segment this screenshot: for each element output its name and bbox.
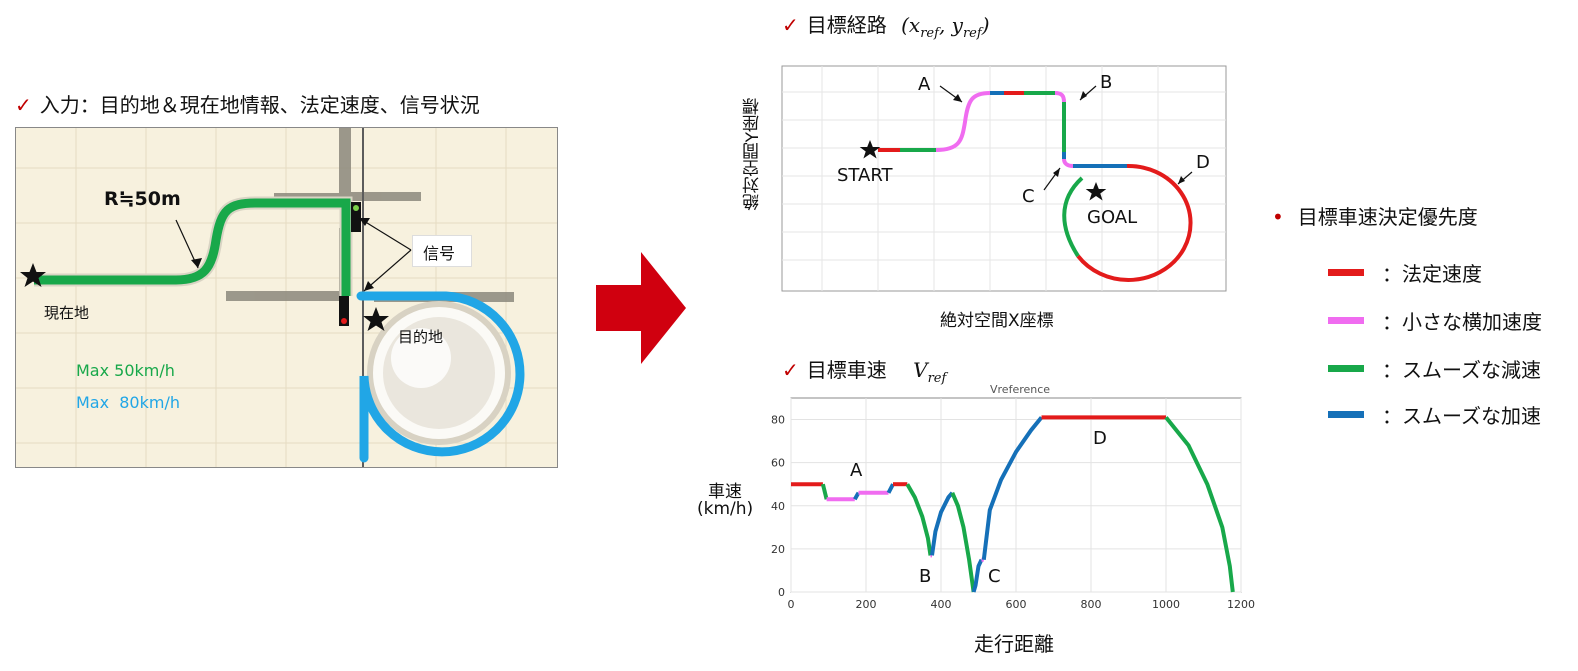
- route-marker-d: D: [1196, 152, 1210, 173]
- x-tick-label: 800: [1081, 598, 1102, 611]
- start-label: START: [837, 165, 893, 186]
- series-segment: [971, 558, 984, 593]
- speed-chart-title: Vreference: [990, 383, 1051, 396]
- legend-swatch: [1328, 365, 1364, 372]
- route-plot: [781, 65, 1227, 292]
- x-tick-label: 400: [931, 598, 952, 611]
- x-tick-label: 1000: [1152, 598, 1180, 611]
- bullet-icon: •: [1272, 205, 1284, 229]
- x-tick-label: 1200: [1227, 598, 1255, 611]
- legend-label: ：スムーズな減速: [1382, 358, 1541, 382]
- legend-swatch: [1328, 411, 1364, 418]
- route-heading: ✓ 目標経路 (xref, yref): [782, 13, 990, 41]
- legend-label: ：法定速度: [1382, 262, 1482, 286]
- y-tick-label: 0: [778, 586, 785, 599]
- route-heading-text: 目標経路: [806, 13, 887, 37]
- y-tick-label: 20: [771, 543, 785, 556]
- route-marker-b: B: [1100, 72, 1113, 93]
- goal-label: GOAL: [1087, 207, 1138, 228]
- route-xlabel: 絶対空間X座標: [940, 311, 1054, 331]
- check-icon: ✓: [15, 93, 32, 117]
- input-heading: ✓ 入力：目的地＆現在地情報、法定速度、信号状況: [15, 89, 480, 118]
- speed-xlabel: 走行距離: [974, 632, 1054, 656]
- destination-label: 目的地: [398, 328, 444, 346]
- legend-swatch: [1328, 317, 1364, 324]
- route-ylabel: 絶対空間Y座標: [743, 98, 763, 211]
- series-segment: [1164, 416, 1235, 593]
- series-segment: [981, 416, 1044, 560]
- x-tick-label: 200: [856, 598, 877, 611]
- legend-label: ：小さな横加速度: [1382, 310, 1542, 334]
- series-segment: [905, 483, 933, 556]
- speed-heading-math: Vref: [913, 358, 947, 386]
- series-segment: [820, 483, 829, 500]
- legend-swatch: [1328, 269, 1364, 276]
- max-speed-blue: Max 80km/h: [76, 393, 180, 412]
- speed-heading-text: 目標車速: [806, 358, 887, 382]
- route-heading-math: (xref, yref): [901, 13, 990, 41]
- y-tick-label: 80: [771, 414, 785, 427]
- speed-marker-a: A: [850, 460, 863, 481]
- priority-title: • 目標車速決定優先度: [1272, 201, 1478, 230]
- series-segment: [930, 491, 954, 556]
- x-tick-label: 600: [1006, 598, 1027, 611]
- max-speed-green: Max 50km/h: [76, 361, 175, 380]
- route-map: R≒50m 信号 現在地 目的地 Max 50km/h Max 80km/h: [15, 127, 558, 468]
- route-marker-a: A: [918, 74, 931, 95]
- signal-label: 信号: [423, 244, 456, 263]
- radius-label: R≒50m: [104, 188, 181, 210]
- priority-title-text: 目標車速決定優先度: [1297, 205, 1478, 229]
- speed-ylabel-unit: (km/h): [697, 499, 754, 519]
- speed-marker-b: B: [919, 566, 932, 587]
- y-tick-label: 40: [771, 500, 785, 513]
- signal-label-box: 信号: [412, 235, 472, 267]
- input-heading-text: 入力：目的地＆現在地情報、法定速度、信号状況: [39, 93, 480, 117]
- speed-marker-d: D: [1093, 428, 1107, 449]
- series-segment: [950, 492, 976, 593]
- speed-heading: ✓ 目標車速 Vref: [782, 358, 947, 386]
- current-location-label: 現在地: [44, 304, 90, 322]
- x-tick-label: 0: [788, 598, 795, 611]
- series-segment: [853, 491, 861, 501]
- series-segment: [886, 483, 895, 494]
- transform-arrow-icon: [596, 252, 686, 364]
- legend-label: ：スムーズな加速: [1382, 404, 1541, 428]
- y-tick-label: 60: [771, 457, 785, 470]
- speed-marker-c: C: [988, 566, 1001, 587]
- speed-ylabel: 車速: [708, 482, 742, 502]
- route-marker-c: C: [1022, 186, 1035, 207]
- map-canvas: [16, 128, 557, 467]
